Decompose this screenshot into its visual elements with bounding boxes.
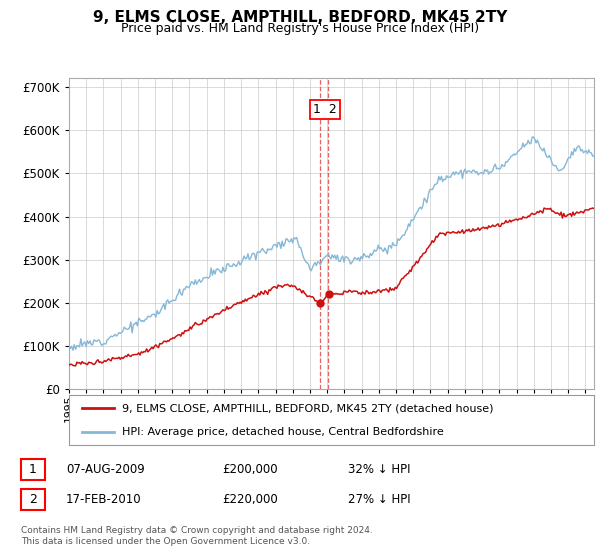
Text: 27% ↓ HPI: 27% ↓ HPI	[348, 493, 410, 506]
Text: 1  2: 1 2	[313, 103, 337, 116]
Text: 9, ELMS CLOSE, AMPTHILL, BEDFORD, MK45 2TY (detached house): 9, ELMS CLOSE, AMPTHILL, BEDFORD, MK45 2…	[121, 403, 493, 413]
Text: £220,000: £220,000	[222, 493, 278, 506]
Text: 32% ↓ HPI: 32% ↓ HPI	[348, 463, 410, 476]
Text: 07-AUG-2009: 07-AUG-2009	[66, 463, 145, 476]
Text: 17-FEB-2010: 17-FEB-2010	[66, 493, 142, 506]
Text: £200,000: £200,000	[222, 463, 278, 476]
Text: 9, ELMS CLOSE, AMPTHILL, BEDFORD, MK45 2TY: 9, ELMS CLOSE, AMPTHILL, BEDFORD, MK45 2…	[93, 10, 507, 25]
Text: 1: 1	[29, 463, 37, 476]
Text: Contains HM Land Registry data © Crown copyright and database right 2024.
This d: Contains HM Land Registry data © Crown c…	[21, 526, 373, 546]
Text: HPI: Average price, detached house, Central Bedfordshire: HPI: Average price, detached house, Cent…	[121, 427, 443, 437]
Text: Price paid vs. HM Land Registry's House Price Index (HPI): Price paid vs. HM Land Registry's House …	[121, 22, 479, 35]
Text: 2: 2	[29, 493, 37, 506]
